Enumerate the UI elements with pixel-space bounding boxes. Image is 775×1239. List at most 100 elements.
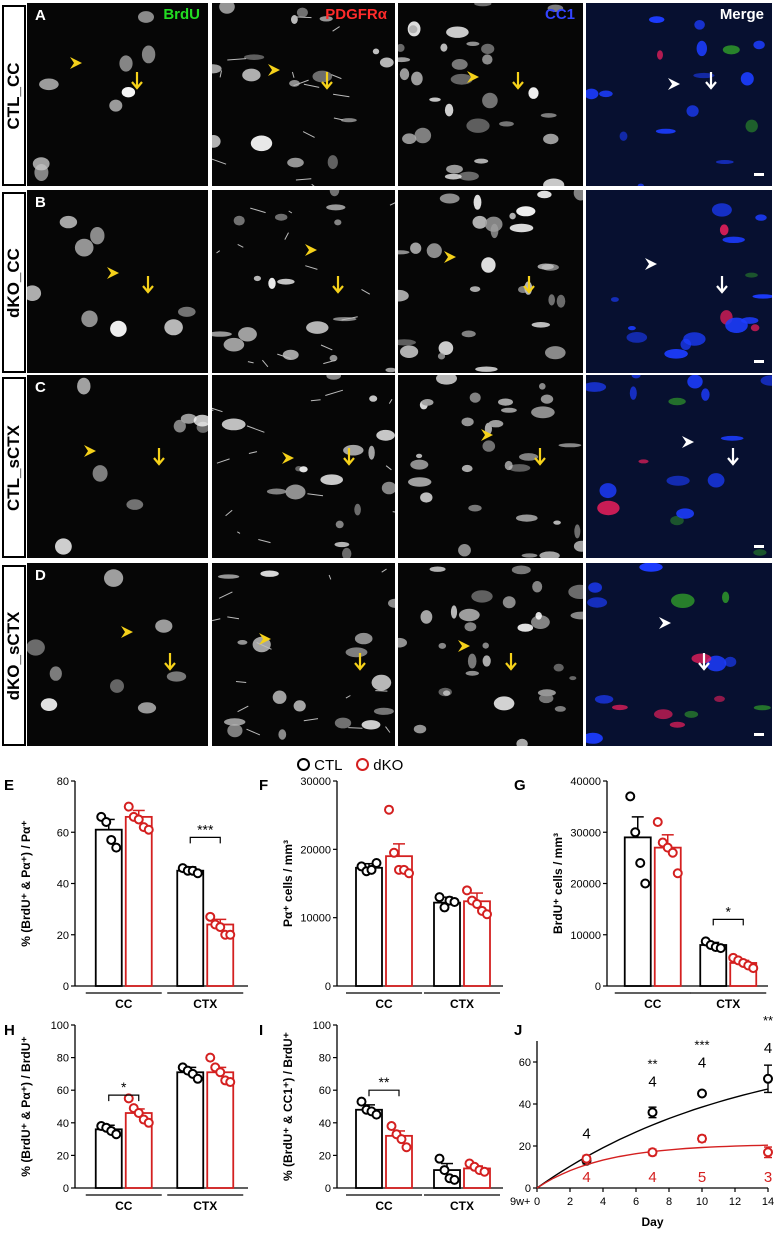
cell-blob [586, 382, 607, 392]
x-tick-label: 8 [666, 1196, 672, 1208]
y-tick-label: 60 [519, 1057, 531, 1069]
micrograph-image [586, 190, 772, 373]
cell-blob [574, 524, 581, 539]
cell-blob [420, 610, 433, 624]
data-point [439, 902, 450, 913]
chart-panel-g: G BrdU⁺ cells / mm³ 0 10000 20000 30000 40000 C… [510, 768, 775, 1013]
cell-blob [666, 475, 690, 486]
cell-blob [437, 352, 446, 360]
cell-blob [372, 48, 380, 55]
cell-blob [474, 3, 492, 7]
y-axis-label: % (BrdU⁺ & CC1⁺) / BrdU⁺ [281, 1032, 295, 1181]
micrograph-image [27, 215, 196, 337]
y-tick-label: 20000 [300, 844, 331, 856]
cell-blob [482, 642, 489, 649]
data-point [647, 1107, 658, 1118]
process-fiber [256, 642, 272, 650]
panel-letter: G [514, 777, 526, 794]
cell-blob [398, 250, 410, 255]
arrowhead-icon [305, 244, 317, 256]
group-label: CC [375, 997, 393, 1011]
x-tick-label: 6 [633, 1196, 639, 1208]
data-point [434, 892, 445, 903]
arrowhead-icon [70, 57, 82, 69]
cell-blob [594, 695, 614, 704]
process-fiber [258, 539, 271, 544]
cell-blob [558, 443, 582, 448]
significance-label: * [726, 903, 732, 919]
x-tick-label: 10 [696, 1196, 708, 1208]
cell-blob [439, 193, 460, 204]
data-point [215, 922, 226, 933]
bar [124, 815, 153, 987]
cell-blob [398, 43, 405, 52]
data-point [366, 864, 377, 875]
chart-svg: E % (BrdU⁺ & Pα⁺) / Pα⁺ 0 20 40 60 80 CC CTX *** [4, 776, 248, 1011]
cell-blob [461, 464, 473, 473]
merge-background [586, 563, 772, 746]
y-tick-label: 20 [319, 1150, 331, 1162]
cell-blob [173, 419, 186, 433]
cell-blob [109, 99, 123, 112]
cell-blob [722, 45, 740, 55]
cell-blob [398, 637, 407, 648]
micrograph-image [212, 568, 395, 740]
data-point [225, 1077, 236, 1088]
group-label: CC [115, 1199, 133, 1213]
scale-bar [754, 360, 764, 363]
cell-blob [327, 155, 338, 170]
cell-blob [668, 397, 686, 406]
chart-svg: I % (BrdU⁺ & CC1⁺) / BrdU⁺ 0 20 40 60 80 100 CC C… [259, 1020, 503, 1213]
cell-blob [126, 499, 144, 510]
cell-blob [597, 500, 620, 516]
cell-blob [502, 596, 516, 609]
process-fiber [333, 93, 350, 98]
panel-letter: H [4, 1022, 15, 1039]
cell-blob [683, 332, 706, 346]
row-label-text: CTL_sCTX [4, 424, 23, 511]
cell-blob [676, 508, 694, 519]
y-axis-label: % (BrdU⁺ & Pα⁺) / BrdU⁺ [19, 1036, 33, 1176]
cell-blob [741, 317, 759, 324]
cell-blob [541, 263, 559, 271]
data-point [449, 896, 460, 907]
cell-blob [212, 64, 222, 74]
data-point [143, 824, 154, 835]
arrowhead-icon [481, 429, 493, 441]
x-tick-label: 12 [729, 1196, 741, 1208]
cell-blob [535, 612, 542, 620]
micrograph-panel: B [27, 190, 208, 373]
micrograph-image [398, 565, 583, 746]
cell-blob [654, 709, 673, 720]
process-fiber [277, 353, 291, 359]
cell-blob [465, 670, 479, 676]
data-point [192, 868, 203, 879]
data-point [101, 817, 112, 827]
cell-blob [639, 563, 663, 572]
cell-blob [517, 623, 534, 632]
cell-blob [473, 194, 482, 210]
cell-blob [701, 388, 710, 401]
y-tick-label: 0 [63, 981, 69, 993]
arrow-icon [343, 448, 355, 466]
cell-blob [238, 327, 257, 342]
data-point [625, 791, 636, 802]
data-point [123, 1093, 134, 1104]
data-point [404, 868, 414, 879]
cell-blob [343, 444, 364, 456]
panel-letter: D [35, 567, 46, 584]
cell-blob [326, 204, 346, 211]
significance-bracket [712, 918, 744, 926]
arrow-icon [354, 653, 366, 671]
data-point [697, 1088, 707, 1099]
micrograph-panel: CC1 [398, 3, 583, 186]
cell-blob [670, 515, 684, 526]
cell-blob [711, 203, 732, 217]
data-point [434, 1153, 445, 1164]
cell-blob [509, 223, 534, 233]
process-fiber [333, 117, 344, 121]
cell-blob [334, 219, 342, 226]
micrograph-image [586, 563, 772, 746]
process-fiber [311, 183, 315, 186]
cell-blob [475, 366, 498, 372]
